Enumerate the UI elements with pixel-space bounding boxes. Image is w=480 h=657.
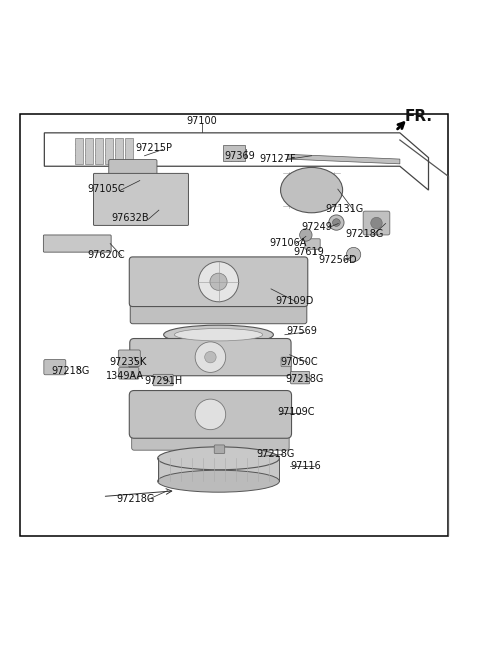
FancyBboxPatch shape [132,429,289,450]
FancyBboxPatch shape [214,445,225,453]
Circle shape [195,399,226,430]
Polygon shape [106,137,113,164]
Text: 97109C: 97109C [277,407,315,417]
FancyBboxPatch shape [43,235,111,252]
FancyBboxPatch shape [109,160,157,185]
Text: 97215P: 97215P [135,143,173,153]
Text: 97619: 97619 [294,247,324,257]
Text: 97100: 97100 [186,116,217,126]
Ellipse shape [157,470,279,492]
Ellipse shape [281,168,343,213]
Polygon shape [96,137,103,164]
Circle shape [333,219,340,227]
FancyBboxPatch shape [118,350,140,366]
Text: 97218G: 97218G [345,229,383,240]
Text: 97249: 97249 [301,222,332,233]
Text: 97131G: 97131G [326,204,364,214]
Text: 97256D: 97256D [319,255,357,265]
Text: 97291H: 97291H [144,376,183,386]
FancyBboxPatch shape [363,211,390,235]
Text: 97050C: 97050C [281,357,318,367]
Polygon shape [116,137,123,164]
Ellipse shape [174,328,263,341]
Text: 97218G: 97218G [117,494,155,505]
Text: 97569: 97569 [287,327,317,336]
Polygon shape [85,137,93,164]
FancyBboxPatch shape [130,338,291,376]
Ellipse shape [164,325,274,344]
Polygon shape [158,459,279,481]
FancyBboxPatch shape [94,173,189,225]
Circle shape [199,261,239,302]
FancyBboxPatch shape [129,390,291,438]
FancyBboxPatch shape [119,368,139,379]
Circle shape [347,248,361,261]
FancyBboxPatch shape [153,374,173,386]
Text: 97218G: 97218G [257,449,295,459]
Polygon shape [288,154,400,164]
Text: 1349AA: 1349AA [106,371,144,381]
Circle shape [195,342,226,373]
FancyBboxPatch shape [305,238,320,249]
FancyBboxPatch shape [290,371,310,384]
FancyBboxPatch shape [128,357,139,367]
Polygon shape [125,137,133,164]
Ellipse shape [157,447,279,470]
FancyBboxPatch shape [130,300,307,324]
Polygon shape [223,145,245,162]
Text: 97116: 97116 [290,461,321,471]
Polygon shape [75,137,83,164]
Circle shape [204,351,216,363]
Text: 97105C: 97105C [87,184,125,194]
Circle shape [329,215,344,230]
Text: 97218G: 97218G [51,367,90,376]
Text: 97106A: 97106A [269,238,306,248]
Circle shape [210,273,227,290]
Circle shape [371,217,382,229]
Text: FR.: FR. [405,109,433,124]
Text: 97218G: 97218G [285,374,324,384]
Text: 97235K: 97235K [109,357,146,367]
FancyBboxPatch shape [44,359,66,374]
Text: 97620C: 97620C [87,250,125,260]
Text: 97127F: 97127F [260,154,297,164]
Text: 97632B: 97632B [111,213,149,223]
Circle shape [300,229,312,241]
Text: 97369: 97369 [225,150,255,161]
Text: 97109D: 97109D [276,296,314,306]
FancyBboxPatch shape [129,257,308,307]
FancyBboxPatch shape [281,357,291,367]
